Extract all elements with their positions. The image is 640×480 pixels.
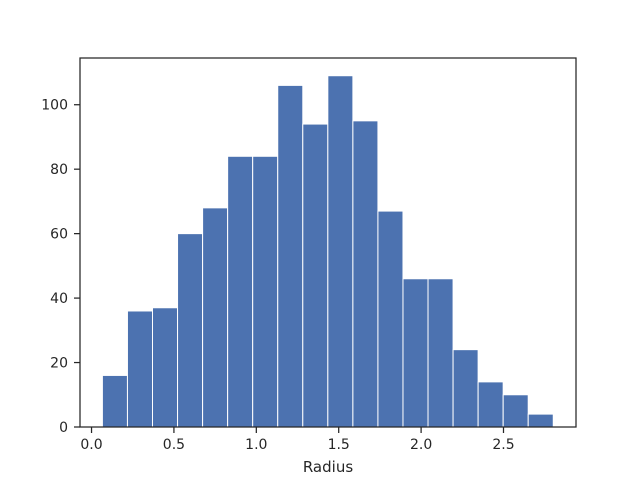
y-tick-label: 20	[50, 356, 68, 372]
y-tick-label: 0	[59, 420, 68, 436]
histogram-bar	[202, 207, 229, 428]
histogram-bars	[101, 75, 554, 428]
histogram-bar	[177, 233, 204, 428]
histogram-bar	[101, 374, 128, 428]
histogram-bar	[252, 155, 279, 428]
histogram-bar	[227, 155, 254, 428]
histogram-bar	[302, 123, 329, 428]
histogram-bar	[377, 210, 404, 428]
histogram-bar	[502, 394, 529, 428]
y-tick-label: 40	[50, 291, 68, 307]
y-tick-label: 80	[50, 162, 68, 178]
x-tick-label: 1.5	[328, 437, 350, 453]
histogram-bar	[327, 75, 354, 428]
histogram-bar	[352, 120, 379, 428]
x-tick-label: 2.5	[492, 437, 514, 453]
histogram-bar	[126, 310, 154, 428]
histogram-bar	[477, 381, 504, 428]
x-tick-label: 0.0	[80, 437, 102, 453]
plot-frame	[79, 57, 577, 428]
axes	[79, 57, 577, 428]
histogram-bar	[452, 349, 479, 428]
x-axis-label: Radius	[303, 458, 353, 476]
x-axis-ticks: 0.0 0.5 1.0 1.5 2.0 2.5	[80, 427, 515, 453]
x-tick-label: 0.5	[163, 437, 185, 453]
histogram-bar	[527, 413, 554, 428]
y-axis-ticks: 0 20 40 60 80 100	[41, 98, 80, 436]
y-tick-label: 100	[41, 98, 68, 114]
histogram-bar	[277, 84, 304, 428]
histogram-bar	[152, 307, 179, 428]
histogram-bar	[427, 278, 454, 428]
x-tick-label: 1.0	[245, 437, 267, 453]
x-tick-label: 2.0	[410, 437, 432, 453]
y-tick-label: 60	[50, 227, 68, 243]
histogram-bar	[402, 278, 429, 428]
